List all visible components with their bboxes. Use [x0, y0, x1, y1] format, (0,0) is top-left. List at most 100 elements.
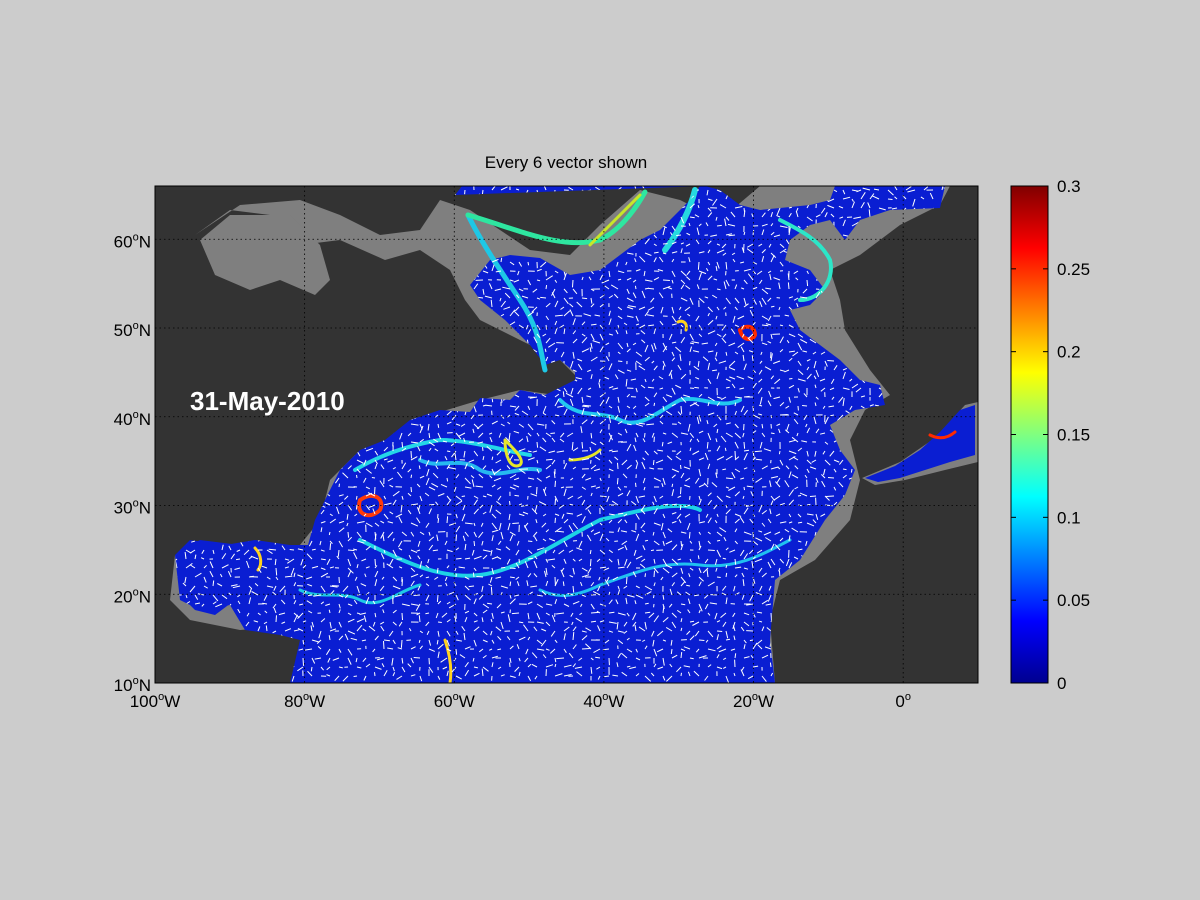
velocity-vector [356, 521, 365, 524]
velocity-vector [680, 337, 686, 344]
velocity-vector [704, 452, 709, 461]
velocity-vector [788, 206, 793, 209]
velocity-vector [837, 414, 844, 421]
velocity-vector [688, 257, 691, 263]
velocity-vector [545, 315, 550, 321]
velocity-vector [250, 555, 259, 560]
velocity-vector [680, 581, 686, 587]
velocity-vector [536, 324, 541, 331]
velocity-vector [550, 360, 556, 363]
velocity-vector [671, 258, 675, 263]
velocity-vector [797, 378, 806, 382]
velocity-vector [678, 306, 682, 311]
velocity-vector [458, 566, 466, 569]
velocity-vector [559, 432, 565, 438]
velocity-vector [558, 504, 565, 509]
velocity-vector [671, 558, 679, 565]
velocity-vector [626, 594, 635, 598]
velocity-vector [533, 536, 538, 542]
velocity-vector [626, 369, 632, 372]
velocity-vector [598, 576, 601, 581]
velocity-vector [741, 287, 745, 290]
velocity-vector [410, 567, 416, 573]
velocity-vector [473, 626, 480, 632]
velocity-vector [743, 467, 748, 470]
velocity-vector [759, 396, 763, 405]
velocity-vector [499, 297, 502, 302]
velocity-vector [653, 570, 655, 578]
velocity-vector [516, 644, 520, 650]
velocity-vector [599, 303, 604, 308]
velocity-vector [401, 462, 407, 470]
velocity-vector [635, 315, 639, 322]
velocity-vector [688, 531, 691, 539]
velocity-vector [300, 558, 304, 566]
velocity-vector [395, 513, 403, 518]
velocity-vector [596, 558, 601, 562]
velocity-vector [572, 585, 575, 593]
velocity-vector [563, 674, 572, 677]
velocity-vector [743, 279, 748, 285]
velocity-vector [372, 508, 376, 515]
velocity-vector [419, 574, 424, 578]
velocity-vector [642, 545, 646, 551]
velocity-vector [417, 585, 421, 591]
velocity-vector [597, 675, 601, 680]
velocity-vector [427, 423, 430, 431]
velocity-vector [498, 666, 502, 670]
velocity-vector [689, 540, 693, 544]
velocity-vector [747, 376, 754, 380]
velocity-vector [748, 350, 754, 353]
velocity-vector [329, 540, 333, 545]
velocity-vector [912, 198, 916, 207]
velocity-vector [788, 378, 793, 380]
velocity-vector [824, 441, 829, 445]
velocity-vector [653, 495, 657, 503]
velocity-vector [671, 612, 677, 618]
velocity-vector [410, 531, 415, 537]
velocity-vector [653, 243, 657, 247]
velocity-vector [532, 288, 538, 293]
velocity-vector [660, 522, 664, 531]
velocity-vector [356, 459, 364, 464]
velocity-vector [671, 483, 674, 488]
velocity-vector [487, 602, 493, 605]
velocity-vector [604, 376, 610, 380]
velocity-vector [831, 396, 835, 400]
velocity-vector [275, 576, 279, 581]
velocity-vector [388, 630, 394, 637]
velocity-vector [401, 447, 407, 452]
velocity-vector [563, 603, 570, 607]
velocity-vector [527, 663, 532, 668]
velocity-vector [554, 327, 558, 335]
velocity-vector [382, 534, 385, 542]
velocity-vector [730, 648, 736, 651]
velocity-vector [692, 450, 700, 455]
velocity-vector [716, 288, 721, 291]
velocity-vector [545, 337, 551, 344]
velocity-vector [623, 513, 628, 517]
velocity-vector [338, 540, 344, 548]
velocity-vector [410, 590, 415, 596]
velocity-vector [568, 525, 574, 533]
velocity-vector [556, 530, 565, 533]
velocity-vector [437, 651, 440, 659]
velocity-vector [737, 315, 745, 320]
velocity-vector [446, 619, 451, 623]
velocity-vector [515, 576, 520, 580]
velocity-vector [407, 492, 412, 497]
velocity-vector [551, 437, 556, 443]
velocity-vector [536, 648, 545, 651]
velocity-vector [615, 329, 619, 335]
velocity-vector [451, 450, 457, 458]
velocity-vector [518, 671, 521, 677]
velocity-vector [518, 621, 524, 624]
velocity-vector [344, 594, 349, 599]
velocity-vector [833, 501, 838, 506]
velocity-vector [862, 187, 871, 191]
velocity-vector [608, 630, 614, 633]
velocity-vector [779, 521, 787, 524]
velocity-vector [644, 402, 650, 407]
velocity-vector [796, 303, 799, 308]
velocity-vector [410, 456, 418, 461]
